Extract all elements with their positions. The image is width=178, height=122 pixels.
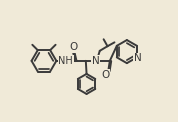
Text: NH: NH [58, 56, 73, 66]
Text: N: N [134, 53, 142, 63]
Text: N: N [92, 56, 100, 66]
Text: O: O [69, 42, 78, 52]
Text: O: O [101, 70, 109, 80]
